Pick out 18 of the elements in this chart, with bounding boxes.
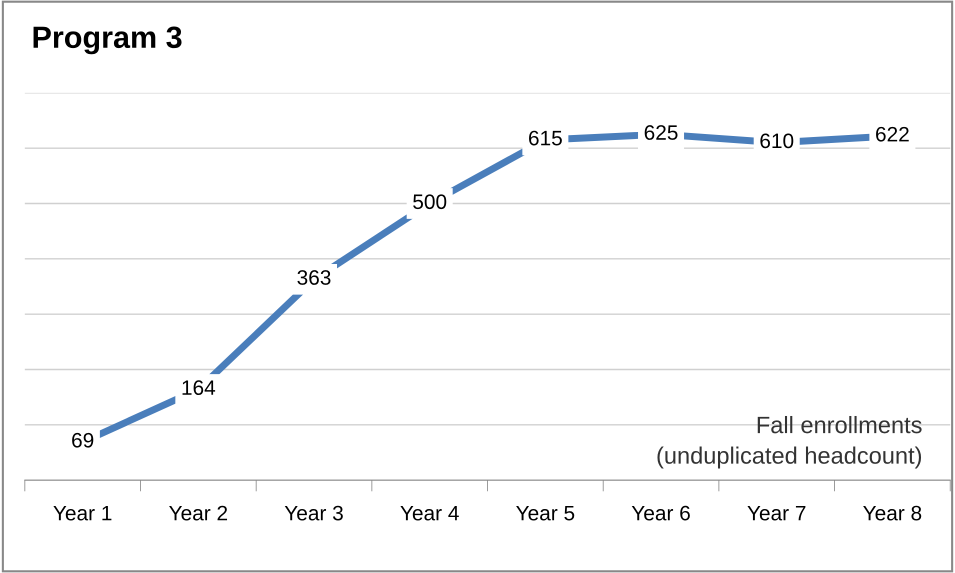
data-label: 625 [644, 125, 678, 140]
chart-title: Program 3 [34, 26, 182, 54]
annotation: Fall enrollments (unduplicated headcount) [657, 416, 922, 469]
data-label: 69 [72, 432, 94, 448]
x-tick-label: Year 5 [516, 506, 574, 520]
x-tick-label: Year 8 [863, 506, 922, 520]
data-label: 615 [529, 130, 562, 146]
data-label: 164 [182, 380, 216, 396]
data-label: 622 [876, 126, 909, 142]
data-label: 500 [413, 194, 446, 210]
x-tick-label: Year 6 [632, 506, 690, 520]
x-tick-label: Year 4 [400, 506, 459, 520]
x-tick-label: Year 1 [53, 506, 112, 520]
x-tick-label: Year 7 [747, 506, 806, 520]
data-label: 363 [297, 270, 330, 285]
x-tick-label: Year 2 [169, 506, 228, 520]
data-label: 610 [760, 133, 794, 148]
x-tick-label: Year 3 [284, 506, 343, 520]
